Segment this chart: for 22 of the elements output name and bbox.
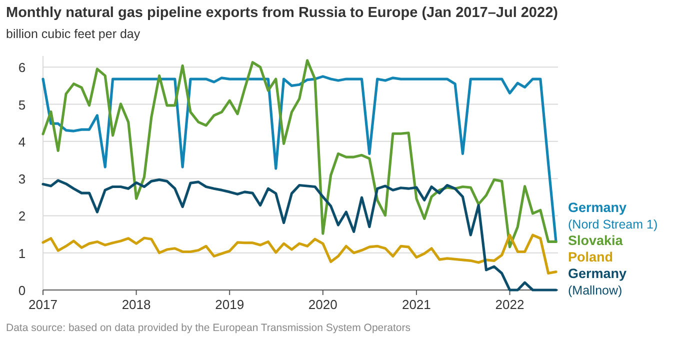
chart-subtitle: billion cubic feet per day	[6, 27, 141, 41]
chart-title: Monthly natural gas pipeline exports from Russia to Europe (Jan 2017–Jul 2022)	[6, 5, 558, 21]
line-series	[42, 234, 558, 275]
y-tick-label: 5	[18, 97, 26, 112]
series-label: Germany (Nord Stream 1)	[568, 200, 658, 232]
source-note: Data source: based on data provided by the European Transmission System Operators	[6, 322, 410, 334]
y-tick-label: 2	[18, 208, 26, 224]
x-tick-label: 2020	[308, 297, 338, 312]
x-tick-label: 2021	[402, 297, 431, 312]
y-tick-label: 1	[18, 246, 26, 261]
y-tick-label: 3	[18, 172, 26, 187]
y-tick-label: 6	[18, 60, 26, 76]
series-label: Germany (Mallnow)	[568, 266, 628, 298]
y-tick-label: 4	[18, 134, 26, 150]
x-tick-label: 2019	[215, 297, 244, 312]
series-label: Poland	[568, 250, 614, 264]
series-label: Slovakia	[568, 233, 624, 248]
x-tick-label: 2018	[122, 297, 151, 312]
line-series	[42, 178, 558, 292]
y-tick-label: 0	[18, 283, 26, 298]
x-tick-label: 2022	[495, 297, 524, 312]
x-tick-label: 2017	[28, 297, 58, 312]
